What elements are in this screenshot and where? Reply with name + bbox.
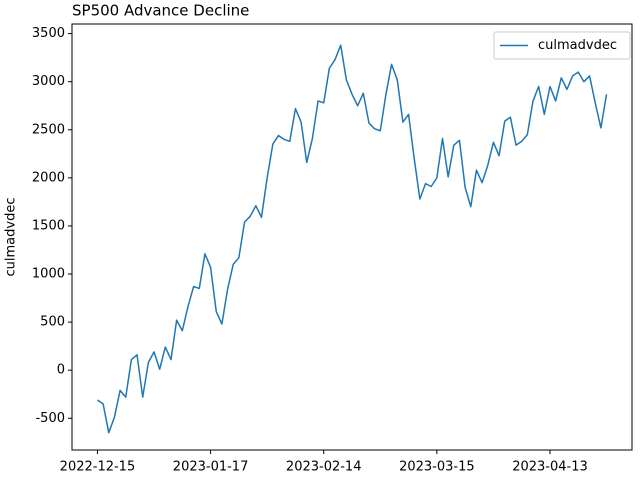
legend-label: culmadvdec [538, 38, 617, 53]
y-tick-label: 3000 [32, 74, 65, 89]
chart-title: SP500 Advance Decline [72, 2, 249, 20]
y-tick-label: 1000 [32, 267, 65, 282]
y-tick-label: 0 [57, 363, 65, 378]
x-tick-label: 2023-04-13 [512, 460, 588, 475]
y-tick-label: 1500 [32, 218, 65, 233]
x-tick-label: 2023-01-17 [173, 460, 249, 475]
y-tick-label: 3500 [32, 26, 65, 41]
y-tick-label: 500 [40, 315, 65, 330]
y-tick-label: 2500 [32, 122, 65, 137]
plot-frame [71, 23, 633, 451]
y-tick-label: 2000 [32, 170, 65, 185]
x-tick-label: 2023-03-15 [399, 460, 475, 475]
data-line [97, 44, 608, 434]
legend-box [493, 31, 631, 60]
x-tick-label: 2023-02-14 [286, 460, 362, 475]
y-tick-label: -500 [35, 411, 65, 426]
x-tick-label: 2022-12-15 [60, 460, 136, 475]
y-axis-label: culmadvdec [4, 198, 19, 277]
